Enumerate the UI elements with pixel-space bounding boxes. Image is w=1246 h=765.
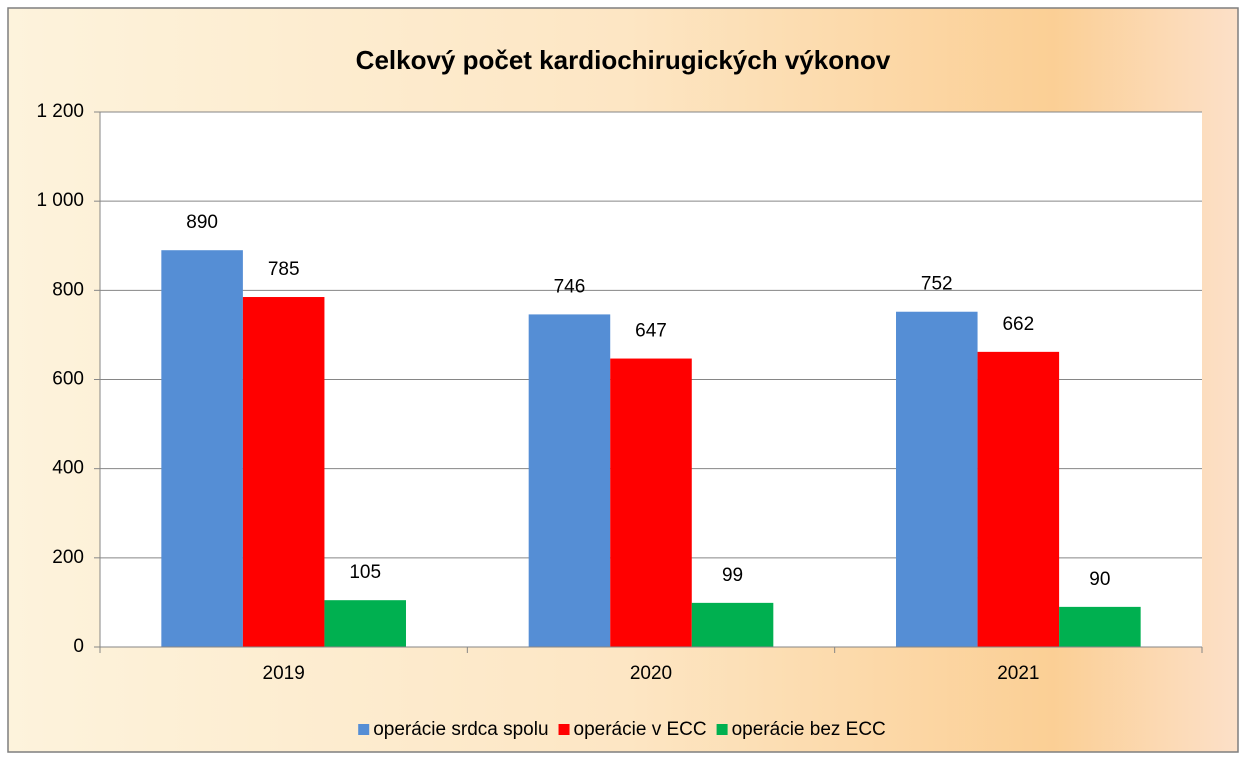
bar (161, 250, 243, 648)
x-tick-label: 2019 (263, 663, 305, 684)
bar (324, 600, 406, 647)
y-tick-label: 0 (73, 636, 84, 657)
legend-swatch (558, 724, 570, 735)
y-tick-label: 400 (52, 458, 84, 479)
legend-label: operácie bez ECC (732, 719, 886, 740)
chart-title: Celkový počet kardiochirugických výkonov (356, 45, 891, 75)
legend-swatch (358, 724, 370, 735)
data-label: 662 (1002, 314, 1034, 335)
data-label: 890 (186, 212, 218, 233)
bar (1059, 606, 1141, 647)
legend-swatch (716, 724, 728, 735)
data-label: 90 (1089, 569, 1110, 590)
data-label: 99 (722, 565, 743, 586)
y-tick-label: 800 (52, 279, 84, 300)
bar (528, 314, 611, 647)
x-tick-label: 2021 (997, 663, 1039, 684)
bar (242, 297, 325, 647)
legend-label: operácie srdca spolu (373, 719, 548, 740)
x-tick-label: 2020 (630, 663, 672, 684)
y-tick-label: 200 (52, 547, 84, 568)
data-label: 105 (349, 562, 381, 583)
data-label: 785 (268, 259, 300, 280)
data-label: 647 (635, 321, 667, 342)
y-tick-label: 600 (52, 369, 84, 390)
bar (691, 602, 774, 647)
legend-label: operácie v ECC (574, 719, 707, 740)
bar (610, 358, 692, 647)
bar (977, 351, 1060, 647)
y-tick-label: 1 200 (36, 101, 84, 122)
bar (896, 311, 978, 647)
data-label: 746 (554, 276, 586, 297)
y-tick-label: 1 000 (36, 190, 84, 211)
data-label: 752 (921, 274, 953, 295)
